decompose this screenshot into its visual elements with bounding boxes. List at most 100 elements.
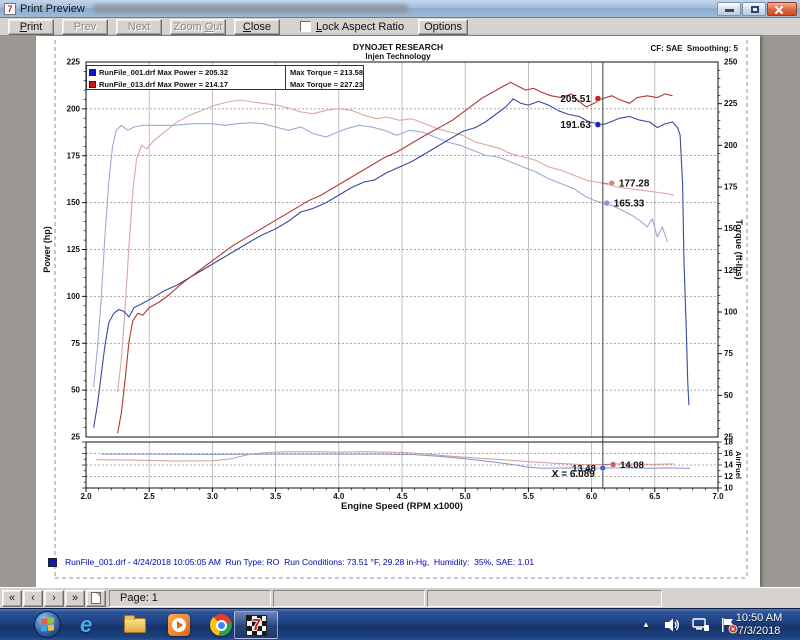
prev-button: Prev: [62, 18, 108, 35]
svg-text:175: 175: [724, 183, 738, 192]
network-icon[interactable]: [692, 617, 710, 633]
correction-factor-label: CF: SAE Smoothing: 5: [650, 44, 738, 53]
svg-text:177.28: 177.28: [619, 179, 650, 190]
chrome-icon[interactable]: [210, 614, 232, 636]
windows-logo-icon: [41, 617, 54, 632]
chart-legend: RunFile_001.drf Max Power = 205.32 Max T…: [86, 65, 364, 90]
run2-max-torque: Max Torque = 227.23: [284, 78, 363, 90]
svg-text:16: 16: [724, 449, 733, 458]
window-titlebar[interactable]: 7 Print Preview: [0, 0, 800, 18]
page-setup-button[interactable]: [86, 589, 106, 607]
taskbar-clock[interactable]: 10:50 AM 7/3/2018: [722, 612, 796, 638]
media-player-icon[interactable]: [168, 614, 190, 636]
redacted-title-text: [92, 4, 408, 13]
svg-text:12: 12: [724, 472, 733, 481]
svg-text:4.0: 4.0: [333, 492, 345, 501]
run2-color-swatch: [89, 80, 96, 88]
svg-text:175: 175: [67, 151, 81, 160]
svg-text:100: 100: [724, 308, 738, 317]
action-center-flag-icon[interactable]: [720, 617, 738, 634]
svg-text:125: 125: [724, 266, 738, 275]
svg-text:3.0: 3.0: [207, 492, 219, 501]
lock-aspect-label[interactable]: Lock Aspect Ratio: [316, 20, 405, 33]
svg-text:205.51: 205.51: [560, 94, 591, 105]
svg-text:150: 150: [67, 198, 81, 207]
svg-text:2.5: 2.5: [144, 492, 156, 501]
file-explorer-icon[interactable]: [124, 615, 146, 633]
window-title: Print Preview: [20, 2, 85, 15]
svg-text:50: 50: [71, 386, 80, 395]
close-window-button[interactable]: [767, 2, 797, 16]
svg-text:3.5: 3.5: [270, 492, 282, 501]
run2-file: RunFile_013.drf: [99, 79, 156, 89]
toolbar: Print Prev Next Zoom Out Close Lock Aspect R…: [0, 18, 800, 36]
run1-max-torque: Max Torque = 213.58: [284, 66, 363, 78]
clock-date: 7/3/2018: [737, 625, 781, 637]
run1-max-power: Max Power = 205.32: [157, 67, 229, 77]
svg-text:Engine Speed (RPM x1000): Engine Speed (RPM x1000): [341, 501, 463, 512]
legend-row-run2: RunFile_013.drf Max Power = 214.17 Max T…: [87, 78, 363, 90]
svg-text:5.0: 5.0: [460, 492, 472, 501]
report-header-shop: Injen Technology: [365, 52, 431, 61]
svg-text:200: 200: [724, 141, 738, 150]
svg-text:25: 25: [724, 433, 733, 442]
report-header-company: DYNOJET RESEARCH: [352, 42, 444, 52]
page-number-label: Page: 1: [120, 592, 158, 604]
legend-row-run1: RunFile_001.drf Max Power = 205.32 Max T…: [87, 66, 363, 78]
status-panel-3: [427, 589, 662, 607]
page-icon: [91, 591, 101, 604]
svg-text:X = 6.089: X = 6.089: [552, 469, 596, 480]
page-nav-buttons: «‹ ›»: [2, 589, 86, 607]
print-button[interactable]: Print: [8, 18, 54, 35]
taskbar: e 7 ▲ 10:50 AM 7/3/2018: [0, 608, 800, 640]
svg-text:165.33: 165.33: [614, 199, 645, 210]
options-button[interactable]: Options: [418, 18, 469, 35]
svg-text:225: 225: [67, 58, 81, 67]
svg-text:14.08: 14.08: [620, 460, 644, 471]
toolbar-buttons: Print Prev Next Zoom Out Close: [8, 18, 288, 35]
volume-icon[interactable]: [664, 617, 680, 633]
restore-button[interactable]: [742, 2, 766, 16]
zoom-out-button: Zoom Out: [170, 18, 226, 35]
lock-aspect-checkbox[interactable]: [300, 21, 311, 32]
prev-page-button[interactable]: ‹: [23, 589, 43, 607]
internet-explorer-icon[interactable]: e: [80, 612, 93, 637]
statusbar: «‹ ›» Page: 1: [0, 587, 800, 608]
run1-footer-swatch: [48, 558, 57, 567]
window-controls: [717, 2, 797, 16]
svg-text:6.5: 6.5: [649, 492, 661, 501]
dyno-chart: 225 200 175 150 125 100 75 50 25 250 225 200 175 150 1…: [42, 40, 748, 579]
svg-text:7.0: 7.0: [712, 492, 724, 501]
minimize-button[interactable]: [717, 2, 741, 16]
page-number-panel: Page: 1: [109, 589, 271, 607]
svg-text:250: 250: [724, 58, 738, 67]
svg-text:225: 225: [724, 99, 738, 108]
run2-max-power: Max Power = 214.17: [157, 79, 229, 89]
svg-text:191.63: 191.63: [560, 120, 591, 131]
svg-text:50: 50: [724, 391, 733, 400]
start-button[interactable]: [34, 611, 61, 638]
svg-text:5.5: 5.5: [523, 492, 535, 501]
svg-text:75: 75: [71, 339, 80, 348]
app-icon: 7: [4, 2, 16, 15]
svg-text:18: 18: [724, 438, 733, 447]
first-page-button[interactable]: «: [2, 589, 22, 607]
svg-text:6.0: 6.0: [586, 492, 598, 501]
next-page-button[interactable]: ›: [44, 589, 64, 607]
svg-text:2.0: 2.0: [80, 492, 92, 501]
svg-text:125: 125: [67, 245, 81, 254]
minimize-icon: [725, 9, 734, 12]
svg-text:Torque (ft-lbs): Torque (ft-lbs): [734, 219, 744, 279]
run1-file: RunFile_001.drf: [99, 67, 156, 77]
svg-text:200: 200: [67, 104, 81, 113]
report-page: DYNOJET RESEARCH Injen Technology CF: SA…: [36, 36, 760, 633]
last-page-button[interactable]: »: [65, 589, 85, 607]
restore-icon: [751, 6, 759, 13]
hidden-icons-chevron[interactable]: ▲: [642, 620, 650, 629]
svg-text:150: 150: [724, 224, 738, 233]
close-button[interactable]: Close: [234, 18, 280, 35]
svg-text:Air/Fuel: Air/Fuel: [734, 451, 743, 479]
clock-time: 10:50 AM: [735, 612, 783, 624]
dynojet-winpep-taskbar-button[interactable]: 7: [234, 611, 278, 639]
